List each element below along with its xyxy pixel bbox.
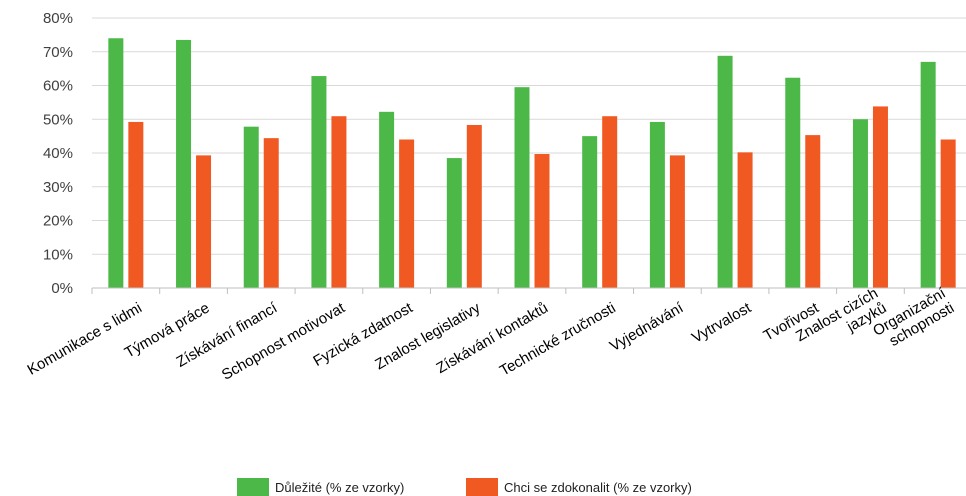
bar-important [582, 136, 598, 288]
legend-label-important: Důležité (% ze vzorky) [275, 479, 405, 495]
bar-improve [399, 139, 415, 288]
bar-important [785, 77, 801, 288]
y-tick-label: 70% [43, 44, 73, 61]
bar-important [446, 158, 462, 288]
bar-important [176, 39, 192, 288]
bar-important [108, 38, 124, 288]
bar-improve [466, 124, 482, 288]
legend-item-improve: Chci se zdokonalit (% ze vzorky) [466, 478, 692, 496]
y-tick-label: 60% [43, 78, 73, 95]
bar-improve [196, 155, 212, 288]
bar-improve [602, 116, 618, 289]
bar-improve [331, 116, 347, 289]
x-axis [91, 287, 966, 294]
bar-improve [805, 135, 821, 288]
gridlines [92, 17, 966, 289]
x-category-label: Vyjednávání [607, 299, 687, 355]
legend-label-improve: Chci se zdokonalit (% ze vzorky) [504, 479, 692, 495]
y-tick-label: 50% [43, 111, 73, 128]
bar-improve [737, 152, 753, 288]
legend-item-important: Důležité (% ze vzorky) [237, 478, 404, 496]
x-category-label: Technické zručnosti [497, 299, 619, 379]
x-category-label: Získávání kontaktů [433, 299, 551, 377]
y-axis-tick-labels: 0% 10% 20% 30% 40% 50% 60% 70% 80% [43, 10, 73, 297]
legend-swatch-important [237, 478, 269, 496]
bar-important [649, 121, 665, 288]
y-tick-label: 40% [43, 145, 73, 162]
bars [108, 38, 956, 289]
bar-improve [872, 106, 888, 288]
y-tick-label: 10% [43, 246, 73, 263]
x-category-label: Schopnost motivovat [219, 299, 349, 384]
y-tick-label: 0% [51, 280, 73, 297]
bar-important [852, 119, 868, 288]
y-tick-label: 80% [43, 10, 73, 27]
bar-improve [669, 155, 685, 288]
bar-important [514, 87, 530, 288]
bar-improve [940, 139, 956, 288]
bar-important [243, 126, 259, 288]
bar-improve [128, 121, 144, 288]
y-tick-label: 30% [43, 179, 73, 196]
legend: Důležité (% ze vzorky) Chci se zdokonali… [0, 478, 966, 496]
x-category-label: Komunikace s lidmi [24, 299, 144, 378]
y-tick-label: 20% [43, 213, 73, 230]
bar-important [920, 61, 936, 288]
x-category-label: Organizačníschopnosti [870, 284, 958, 354]
bar-important [311, 76, 327, 288]
legend-swatch-improve [466, 478, 498, 496]
bar-chart: 0% 10% 20% 30% 40% 50% 60% 70% 80% Komunikace s … [24, 10, 966, 384]
bar-important [717, 55, 733, 288]
bar-improve [263, 138, 279, 288]
bar-improve [534, 154, 550, 288]
x-category-label: Vytrvalost [689, 299, 755, 347]
bar-important [379, 111, 395, 288]
